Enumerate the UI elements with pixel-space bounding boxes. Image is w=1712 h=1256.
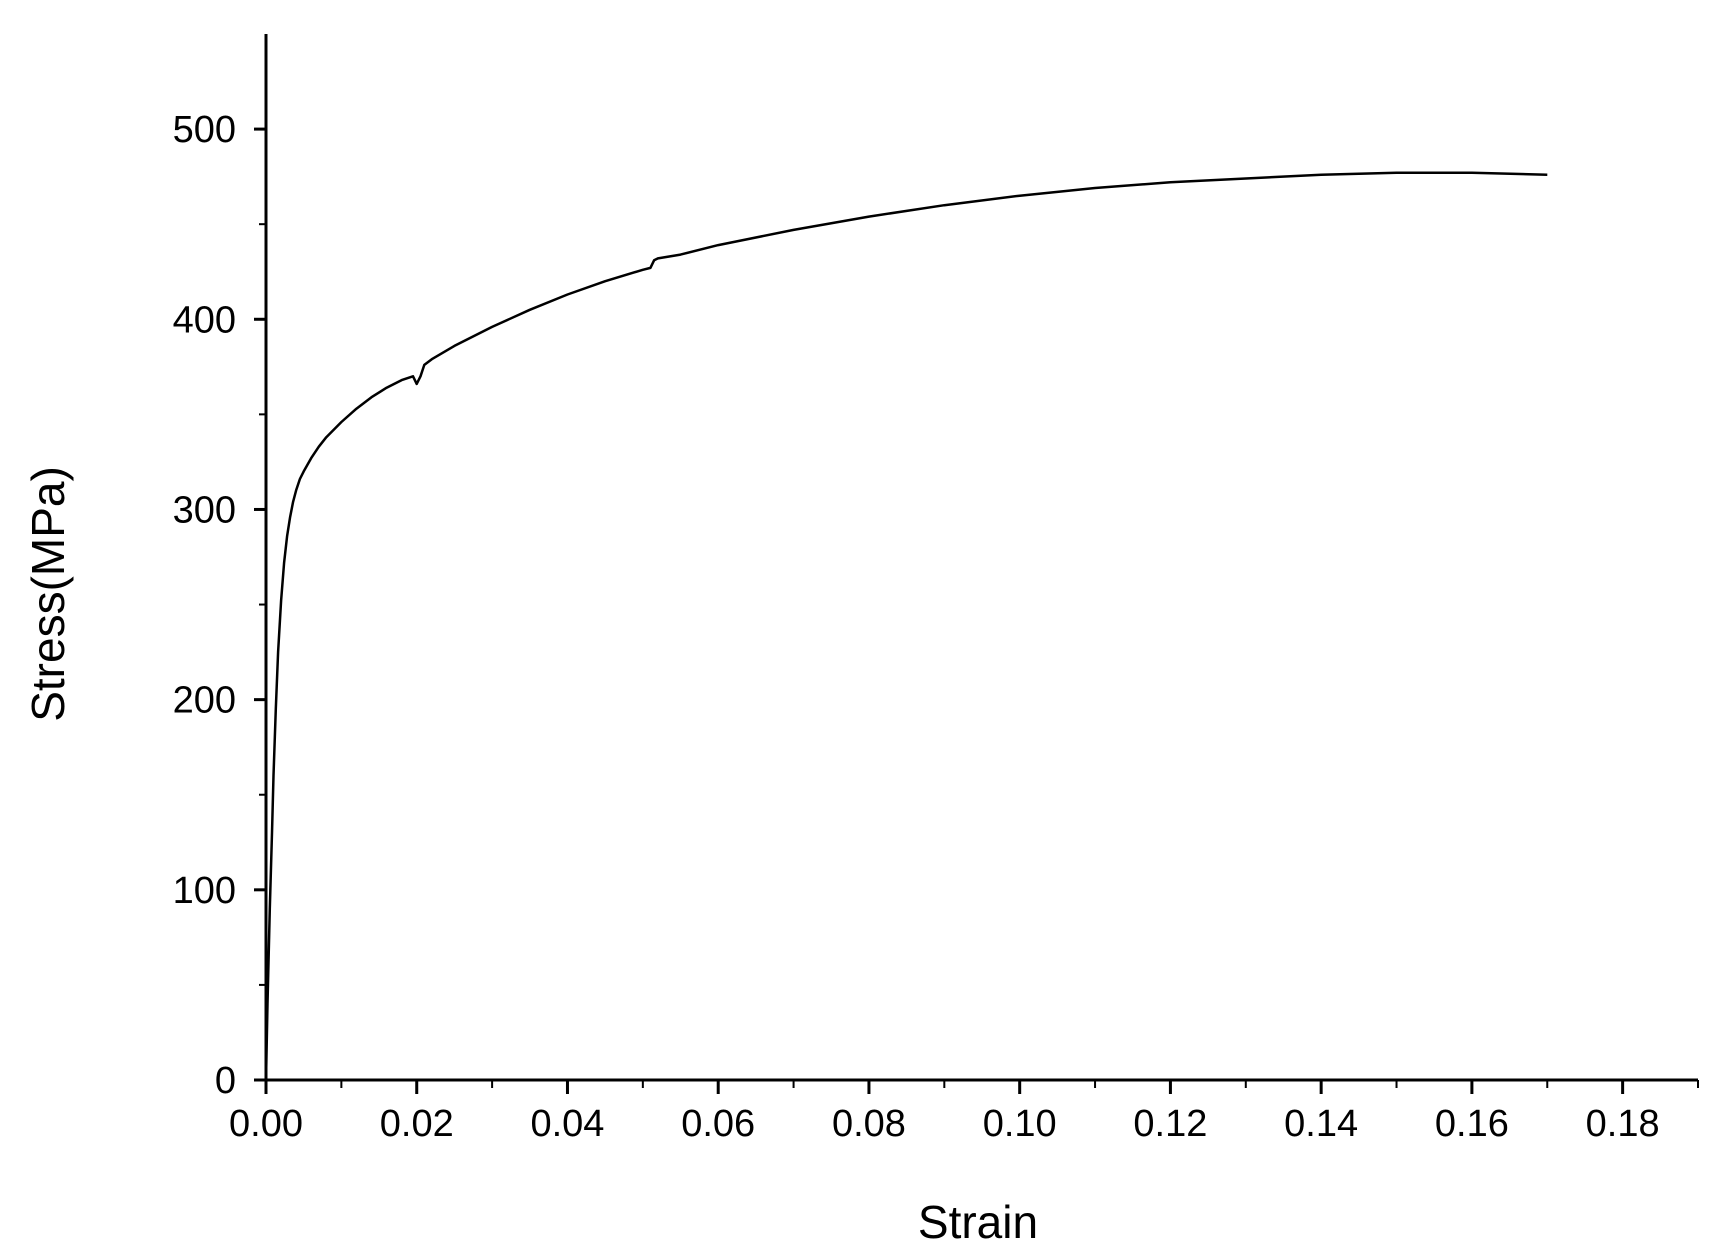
y-tick-label: 100 [173,870,236,912]
x-tick-label: 0.04 [530,1103,604,1145]
y-tick-label: 0 [215,1060,236,1102]
x-tick-label: 0.16 [1435,1103,1509,1145]
y-tick-label: 500 [173,109,236,151]
x-tick-label: 0.10 [983,1103,1057,1145]
y-tick-label: 200 [173,680,236,722]
y-tick-label: 300 [173,489,236,531]
y-axis-title: Stress(MPa) [22,466,74,722]
x-tick-label: 0.08 [832,1103,906,1145]
x-axis-ticks: 0.00 0.02 0.04 0.06 0.08 0.10 0.12 0.14 0.16 0.18 [229,1080,1699,1145]
x-tick-label: 0.02 [380,1103,454,1145]
x-tick-label: 0.14 [1284,1103,1358,1145]
x-tick-label: 0.18 [1586,1103,1660,1145]
y-tick-label: 400 [173,299,236,341]
stress-strain-curve [264,171,1548,1081]
x-tick-label: 0.06 [681,1103,755,1145]
y-axis-ticks: 0 100 200 300 400 500 [173,109,266,1102]
x-tick-label: 0.00 [229,1103,303,1145]
x-axis-title: Strain [918,1196,1038,1248]
x-tick-label: 0.12 [1133,1103,1207,1145]
